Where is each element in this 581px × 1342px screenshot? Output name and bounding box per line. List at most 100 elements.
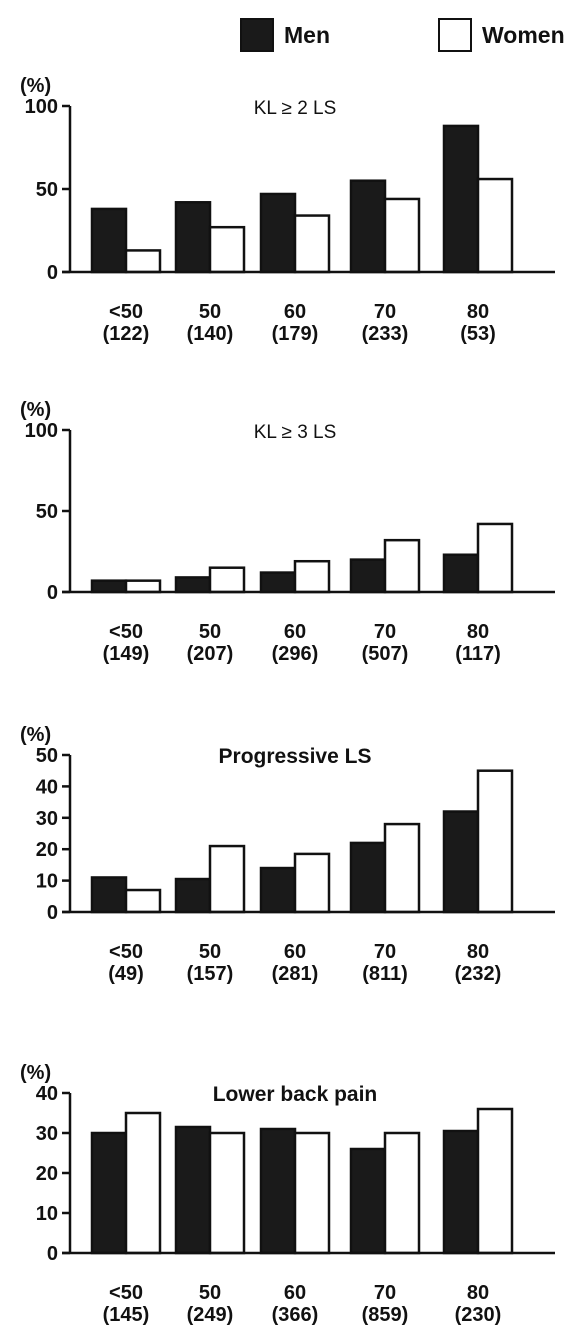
- sample-size-label: (179): [272, 323, 319, 345]
- bar-women-4: [383, 197, 421, 274]
- y-axis-label: (%): [20, 399, 51, 421]
- y-tick-label: 0: [47, 1243, 58, 1265]
- bar-women-1: [124, 579, 162, 594]
- bar-men-1: [90, 1131, 128, 1255]
- x-tick-label: 50: [199, 941, 221, 963]
- bar-women-3: [293, 852, 331, 914]
- bar-women-2: [208, 844, 246, 914]
- bar-women-3: [293, 214, 331, 274]
- y-tick-label: 100: [25, 96, 58, 118]
- bar-men-4: [349, 558, 387, 594]
- x-tick-label: 70: [374, 621, 396, 643]
- y-tick-label: 30: [36, 1123, 58, 1145]
- chart-2: (%)KL ≥ 3 LS050100<50(149)50(207)60(296)…: [20, 399, 555, 665]
- bar-men-4: [349, 841, 387, 914]
- y-tick-label: 20: [36, 839, 58, 861]
- bar-men-5: [442, 810, 480, 914]
- sample-size-label: (140): [187, 323, 234, 345]
- bar-men-2: [174, 877, 212, 914]
- sample-size-label: (811): [362, 963, 408, 985]
- bar-women-2: [208, 1131, 246, 1255]
- bar-women-4: [383, 538, 421, 594]
- sample-size-label: (117): [455, 643, 501, 665]
- bar-men-1: [90, 207, 128, 274]
- y-tick-label: 40: [36, 776, 58, 798]
- x-tick-label: 70: [374, 941, 396, 963]
- y-tick-label: 0: [47, 582, 58, 604]
- y-tick-label: 100: [25, 420, 58, 442]
- x-tick-label: 50: [199, 621, 221, 643]
- y-tick-label: 10: [36, 1203, 58, 1225]
- x-tick-label: <50: [109, 301, 143, 323]
- sample-size-label: (366): [272, 1304, 319, 1326]
- x-tick-label: <50: [109, 941, 143, 963]
- bar-men-4: [349, 1147, 387, 1255]
- bar-men-2: [174, 201, 212, 274]
- x-tick-label: 80: [467, 621, 489, 643]
- chart-title: Lower back pain: [213, 1083, 378, 1106]
- chart-title: Progressive LS: [219, 745, 372, 768]
- y-axis-label: (%): [20, 724, 51, 746]
- y-tick-label: 30: [36, 808, 58, 830]
- sample-size-label: (859): [362, 1304, 409, 1326]
- bar-men-2: [174, 576, 212, 594]
- chart-title: KL ≥ 3 LS: [254, 422, 337, 443]
- bar-women-3: [293, 1131, 331, 1255]
- bar-women-5: [476, 522, 514, 594]
- sample-size-label: (207): [187, 643, 234, 665]
- x-tick-label: 60: [284, 1282, 306, 1304]
- bar-men-3: [259, 1127, 297, 1255]
- sample-size-label: (230): [455, 1304, 502, 1326]
- legend-label-women: Women: [482, 21, 565, 48]
- x-tick-label: <50: [109, 1282, 143, 1304]
- bar-men-3: [259, 866, 297, 914]
- bar-men-1: [90, 579, 128, 594]
- y-tick-label: 0: [47, 902, 58, 924]
- sample-size-label: (233): [362, 323, 409, 345]
- legend-item-women: Women: [438, 18, 565, 52]
- x-tick-label: 50: [199, 301, 221, 323]
- chart-3: (%)Progressive LS01020304050<50(49)50(15…: [20, 724, 555, 985]
- sample-size-label: (249): [187, 1304, 234, 1326]
- y-tick-label: 0: [47, 262, 58, 284]
- x-tick-label: 80: [467, 941, 489, 963]
- bar-women-4: [383, 1131, 421, 1255]
- legend-swatch-men: [240, 18, 274, 52]
- sample-size-label: (122): [103, 323, 150, 345]
- legend-item-men: Men: [240, 18, 330, 52]
- bar-men-3: [259, 571, 297, 594]
- bar-women-5: [476, 769, 514, 914]
- bar-women-2: [208, 566, 246, 594]
- x-tick-label: 70: [374, 301, 396, 323]
- bar-men-1: [90, 876, 128, 914]
- x-tick-label: 60: [284, 941, 306, 963]
- sample-size-label: (232): [455, 963, 502, 985]
- sample-size-label: (53): [460, 323, 496, 345]
- x-tick-label: 80: [467, 1282, 489, 1304]
- x-tick-label: 60: [284, 301, 306, 323]
- y-tick-label: 50: [36, 501, 58, 523]
- x-tick-label: 50: [199, 1282, 221, 1304]
- sample-size-label: (149): [103, 643, 150, 665]
- legend-swatch-women: [438, 18, 472, 52]
- y-tick-label: 50: [36, 745, 58, 767]
- bar-men-2: [174, 1125, 212, 1255]
- bar-women-1: [124, 249, 162, 274]
- bar-women-4: [383, 822, 421, 914]
- y-axis-label: (%): [20, 1062, 51, 1084]
- sample-size-label: (296): [272, 643, 319, 665]
- sample-size-label: (145): [103, 1304, 150, 1326]
- y-tick-label: 20: [36, 1163, 58, 1185]
- chart-4: (%) Lower back pain 0 10 20 30 40 <50(145) 50(24…: [20, 1062, 555, 1326]
- chart-1: (%)KL ≥ 2 LS050100<50(122)50(140)60(179)…: [20, 75, 555, 345]
- y-axis-label: (%): [20, 75, 51, 97]
- legend-label-men: Men: [284, 21, 330, 48]
- legend: Men Women: [0, 0, 581, 60]
- y-tick-label: 10: [36, 871, 58, 893]
- sample-size-label: (49): [108, 963, 144, 985]
- y-tick-label: 50: [36, 179, 58, 201]
- x-tick-label: 70: [374, 1282, 396, 1304]
- bar-women-5: [476, 177, 514, 274]
- bar-men-4: [349, 179, 387, 274]
- chart-title: KL ≥ 2 LS: [254, 98, 337, 119]
